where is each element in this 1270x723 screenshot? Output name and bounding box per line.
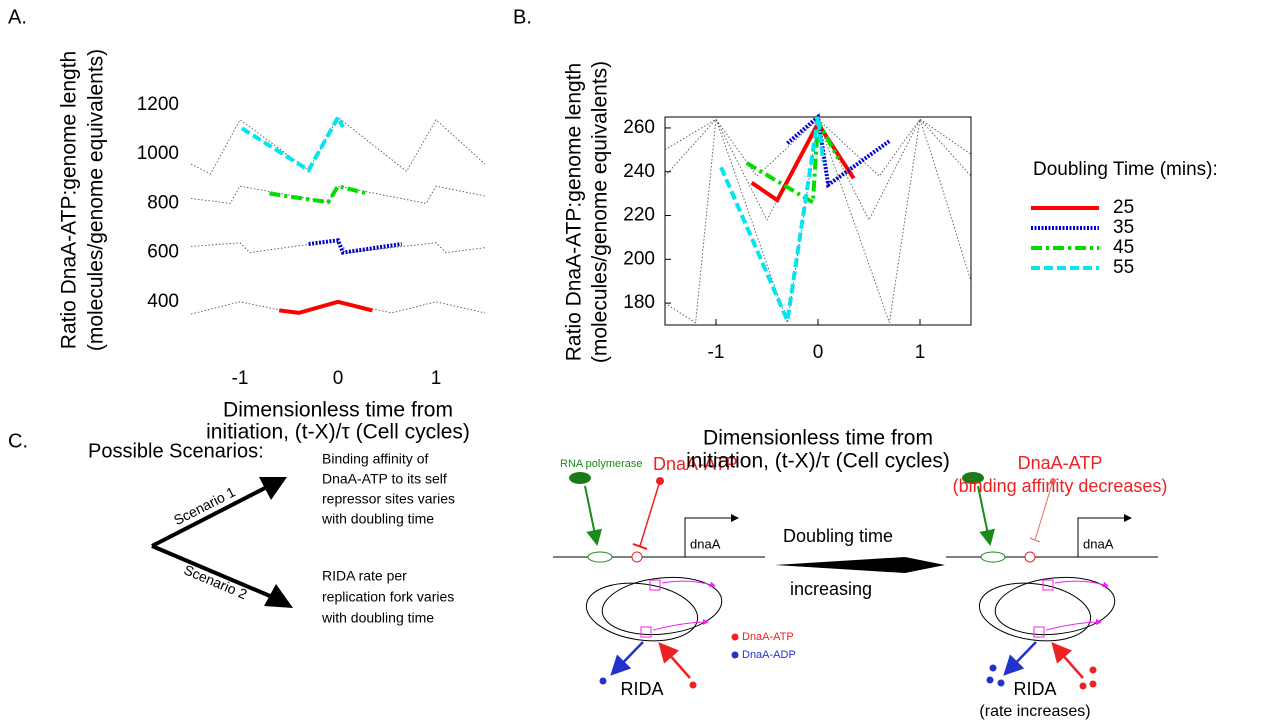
transition-label: increasing bbox=[790, 579, 872, 599]
series-line bbox=[269, 183, 368, 205]
rida-label: RIDA bbox=[1013, 679, 1056, 699]
scenario-arrows bbox=[151, 477, 293, 608]
panel-label: A. bbox=[8, 6, 27, 28]
legend-label: 55 bbox=[1113, 257, 1134, 278]
x-axis-title: initiation, (t-X)/τ (Cell cycles) bbox=[206, 421, 470, 444]
legend-label: 35 bbox=[1113, 217, 1134, 238]
panel-label: C. bbox=[8, 430, 28, 452]
scenario-text: repressor sites varies bbox=[322, 491, 455, 507]
x-axis-title: Dimensionless time from bbox=[703, 427, 933, 450]
transition-label: Doubling time bbox=[783, 526, 893, 546]
key-label: DnaA-ADP bbox=[742, 649, 796, 661]
y-tick-label: 1000 bbox=[137, 143, 179, 164]
y-tick-label: 200 bbox=[623, 248, 655, 269]
series-line bbox=[750, 119, 856, 204]
y-tick-label: 260 bbox=[623, 117, 655, 138]
gene-label: dnaA bbox=[690, 536, 721, 551]
series-line bbox=[664, 117, 972, 324]
legend-label: 45 bbox=[1113, 237, 1134, 258]
x-tick-label: 0 bbox=[333, 368, 344, 389]
x-tick-label: 1 bbox=[915, 342, 926, 363]
rida-label: RIDA bbox=[620, 679, 663, 699]
polymerase-label: RNA polymerase bbox=[560, 458, 643, 470]
y-axis-title: (molecules/genome equivalents) bbox=[589, 61, 612, 363]
series-line bbox=[664, 118, 972, 323]
y-axis-title: Ratio DnaA-ATP:genome length bbox=[58, 51, 81, 349]
x-axis-title: initiation, (t-X)/τ (Cell cycles) bbox=[686, 450, 950, 473]
dnaa-atp-label: DnaA-ATP bbox=[1018, 453, 1103, 473]
y-tick-label: 220 bbox=[623, 205, 655, 226]
legend-title: Doubling Time (mins): bbox=[1033, 159, 1218, 180]
scenario-text: replication fork varies bbox=[322, 589, 454, 605]
x-tick-label: -1 bbox=[708, 342, 725, 363]
y-tick-label: 800 bbox=[147, 192, 179, 213]
scenario-heading: Possible Scenarios: bbox=[88, 440, 264, 462]
series-line bbox=[719, 116, 826, 328]
y-tick-label: 600 bbox=[147, 242, 179, 263]
series-line bbox=[240, 113, 345, 174]
x-axis-title: Dimensionless time from bbox=[223, 399, 453, 422]
scenario-text: RIDA rate per bbox=[322, 568, 407, 584]
y-tick-label: 240 bbox=[623, 161, 655, 182]
y-tick-label: 400 bbox=[147, 291, 179, 312]
series-line bbox=[190, 116, 486, 175]
y-tick-label: 1200 bbox=[137, 94, 179, 115]
rida-note: (rate increases) bbox=[979, 703, 1090, 720]
y-axis-title: Ratio DnaA-ATP:genome length bbox=[563, 63, 586, 361]
scenario-text: Binding affinity of bbox=[322, 451, 428, 467]
panel-label: B. bbox=[513, 6, 532, 28]
mechanism-right bbox=[946, 472, 1158, 690]
mechanism-left bbox=[553, 472, 765, 689]
scenario-text: with doubling time bbox=[321, 511, 434, 527]
series-line bbox=[278, 299, 373, 315]
legend-label: 25 bbox=[1113, 197, 1134, 218]
x-tick-label: 0 bbox=[813, 342, 824, 363]
key-label: DnaA-ATP bbox=[742, 631, 794, 643]
scenario-text: with doubling time bbox=[321, 610, 434, 626]
series-line bbox=[308, 238, 402, 255]
dnaa-atp-label: DnaA-ATP bbox=[653, 454, 738, 474]
x-tick-label: -1 bbox=[232, 368, 249, 389]
x-tick-label: 1 bbox=[431, 368, 442, 389]
scenario-text: DnaA-ATP to its self bbox=[322, 471, 447, 487]
y-axis-title: (molecules/genome equivalents) bbox=[85, 49, 108, 351]
dnaa-atp-note: (binding affinity decreases) bbox=[953, 476, 1168, 496]
series-line bbox=[745, 114, 841, 206]
y-tick-label: 180 bbox=[623, 292, 655, 313]
plot-frame bbox=[664, 116, 972, 326]
transition-arrow bbox=[775, 557, 945, 573]
gene-label: dnaA bbox=[1083, 536, 1114, 551]
